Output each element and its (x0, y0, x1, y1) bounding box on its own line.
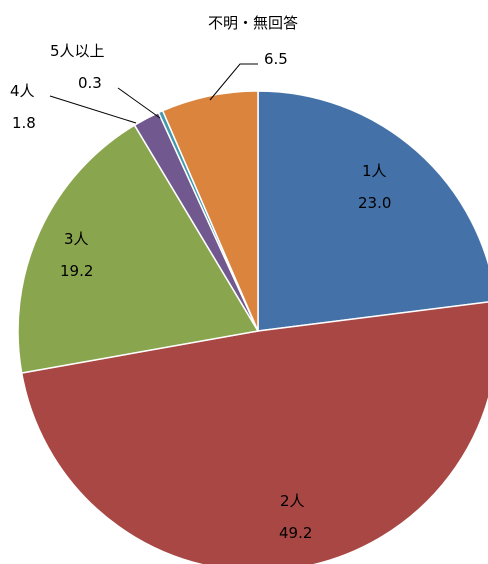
pie-slice-2 (20, 301, 488, 564)
slice-label-5: 5人以上 (50, 42, 105, 60)
slice-value-1: 23.0 (358, 194, 391, 212)
pie-slice-3 (17, 124, 259, 374)
slice-value-4: 1.8 (12, 114, 36, 132)
leader-line-4 (49, 95, 137, 124)
pie-slices (17, 90, 488, 564)
pie-slice-6 (161, 90, 259, 332)
slice-value-3: 19.2 (60, 262, 93, 280)
slice-label-2: 2人 (280, 492, 305, 510)
leader-lines (49, 63, 258, 124)
slice-value-2: 49.2 (279, 524, 312, 542)
slice-label-6: 不明・無回答 (208, 14, 298, 32)
slice-label-3: 3人 (64, 230, 89, 248)
slice-value-5: 0.3 (78, 74, 102, 92)
slice-label-4: 4人 (10, 82, 35, 100)
slice-value-6: 6.5 (264, 50, 288, 68)
leader-line-6 (209, 63, 258, 101)
leader-line-5 (117, 87, 161, 119)
slice-label-1: 1人 (362, 162, 387, 180)
